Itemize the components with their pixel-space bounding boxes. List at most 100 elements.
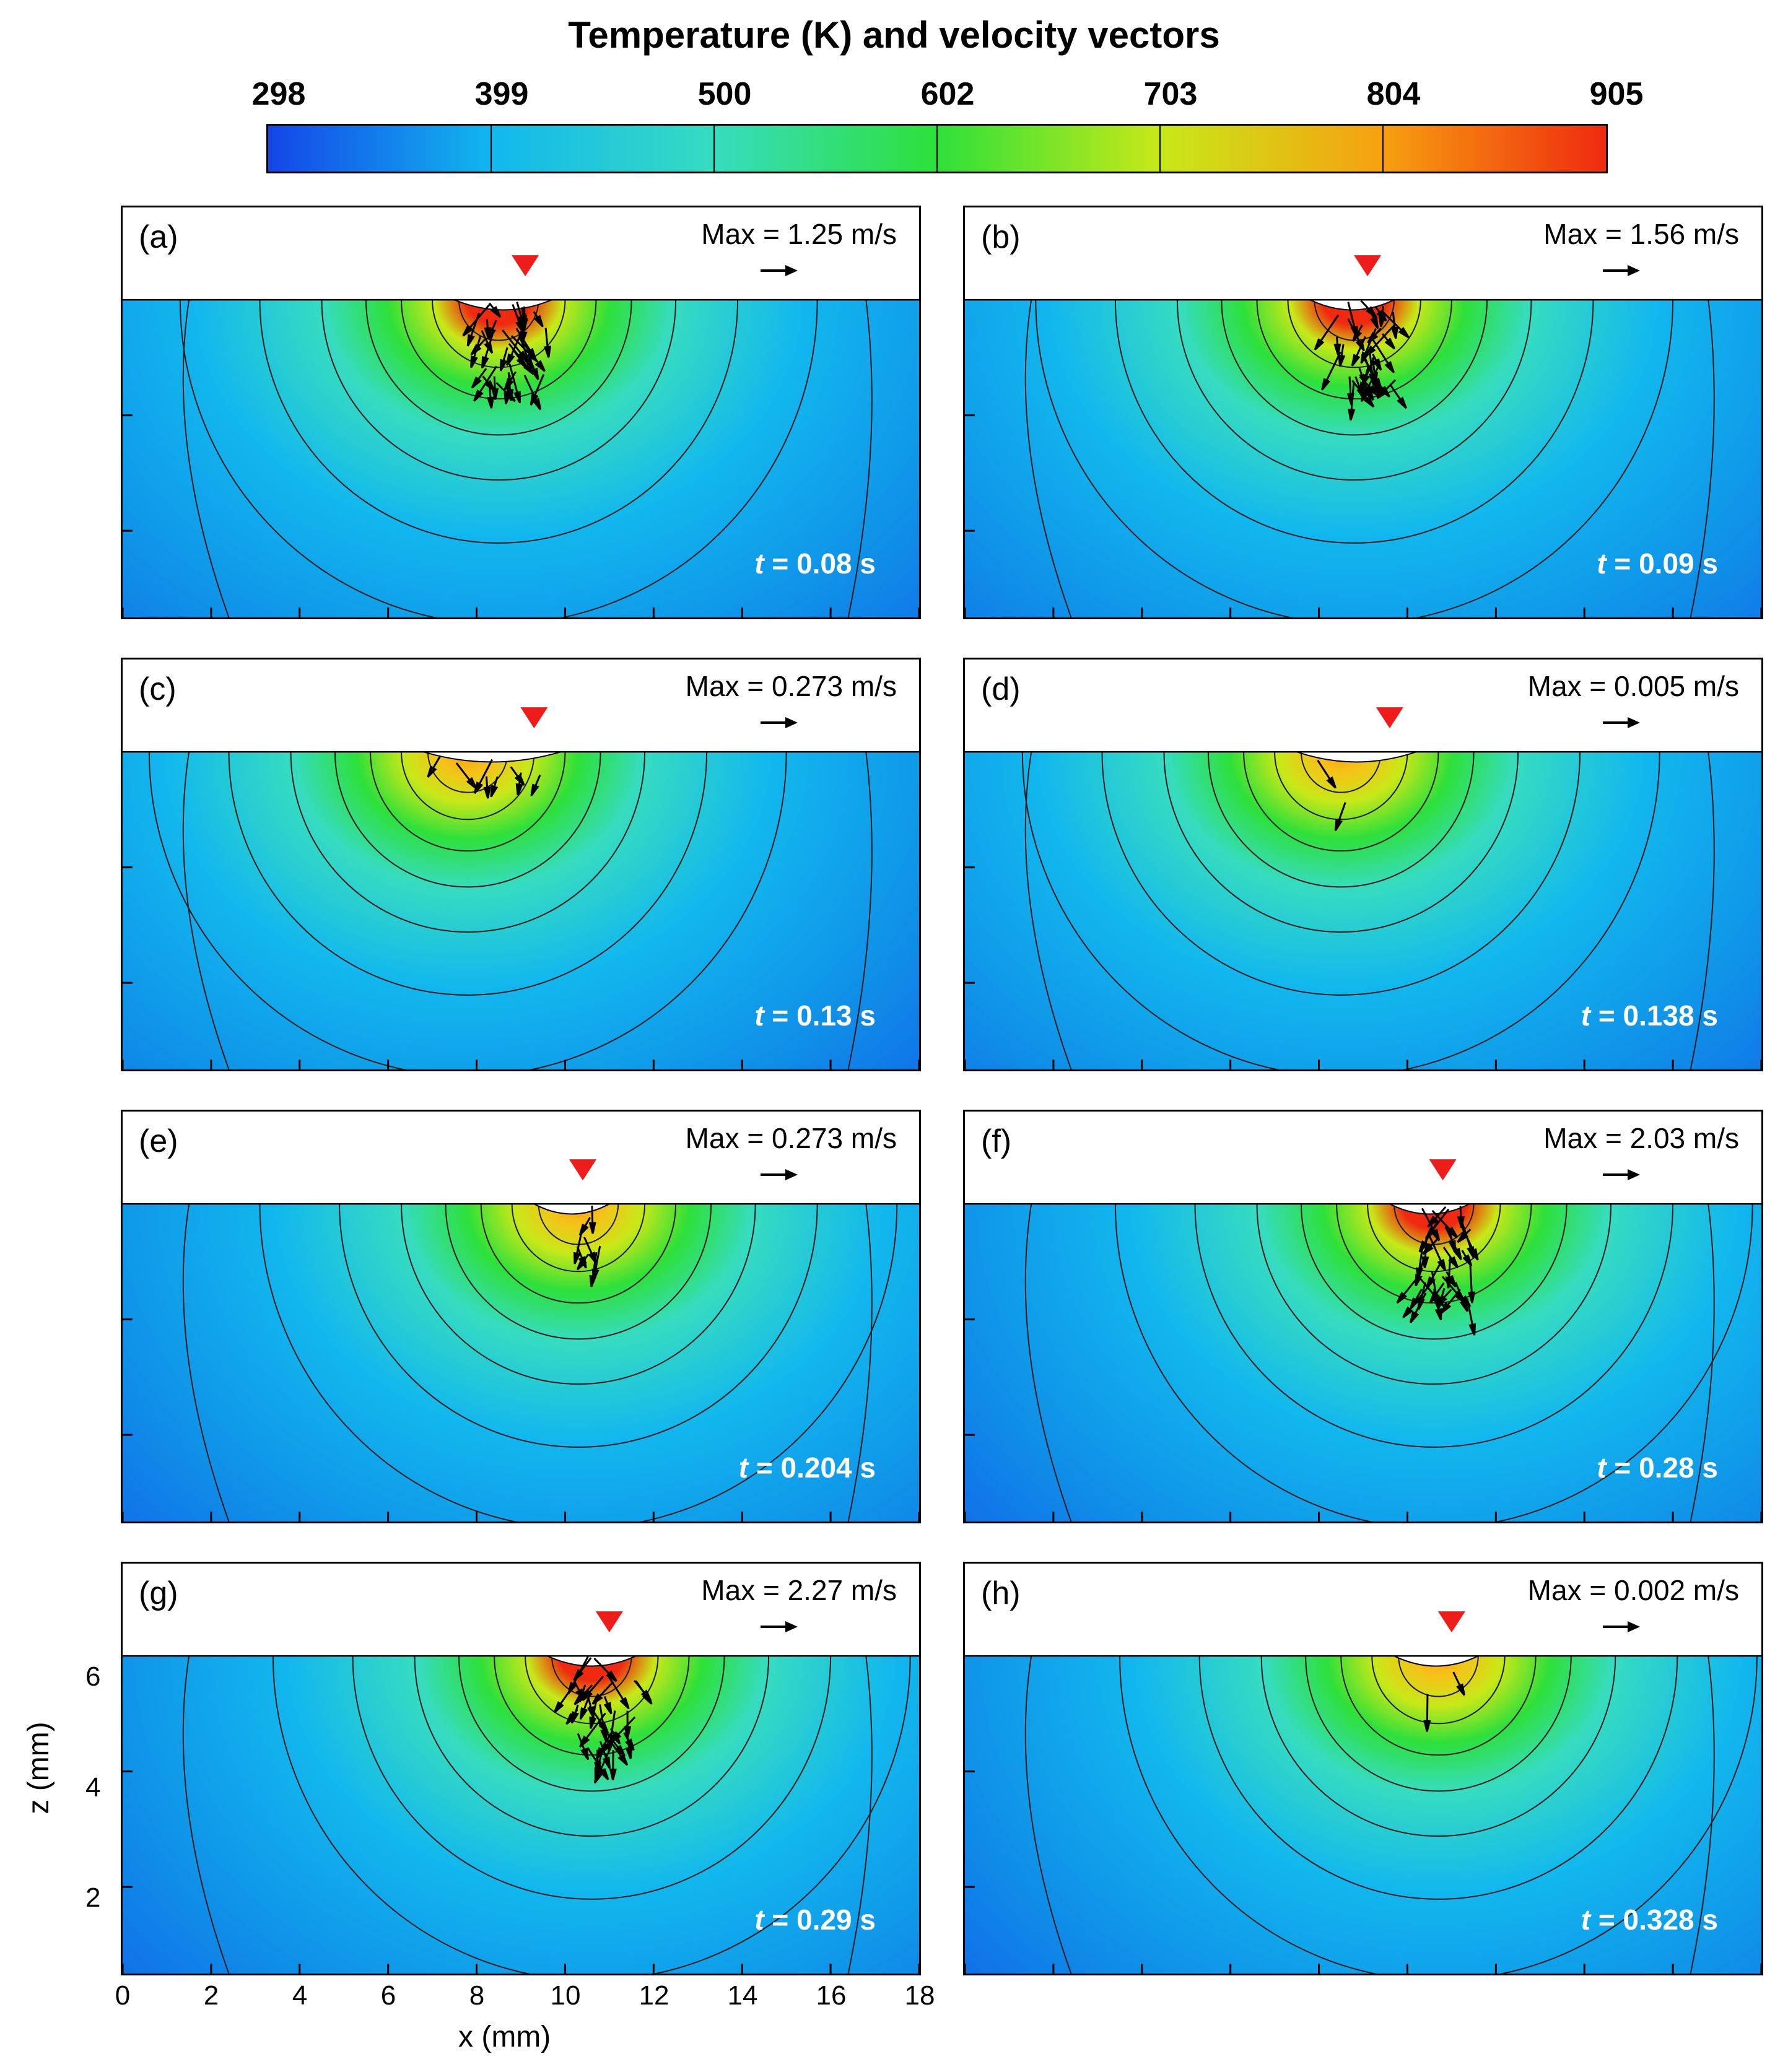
time-value: 0.13 s bbox=[796, 999, 876, 1032]
laser-marker bbox=[1429, 1159, 1457, 1181]
max-velocity-label: Max = 1.25 m/s bbox=[701, 218, 897, 250]
velocity-vector-head bbox=[588, 1222, 596, 1234]
isotherm-contour bbox=[1690, 1656, 1715, 1974]
velocity-vector-head bbox=[1455, 1292, 1467, 1304]
velocity-vector-head bbox=[1334, 818, 1343, 832]
velocity-vector-head bbox=[1364, 345, 1376, 357]
velocity-vector-head bbox=[513, 391, 521, 404]
velocity-vector-head bbox=[1434, 1308, 1442, 1321]
panel-e: (e) Max = 0.273 m/s t = 0.204 s bbox=[121, 1110, 921, 1523]
velocity-vectors bbox=[1396, 1206, 1479, 1336]
velocity-vector bbox=[476, 759, 494, 788]
isotherm-contour bbox=[182, 300, 230, 617]
velocity-vector bbox=[1369, 324, 1395, 352]
velocity-vector-head bbox=[532, 398, 542, 411]
velocity-vector bbox=[1466, 1298, 1475, 1330]
x-tick-label: 18 bbox=[904, 1980, 935, 2011]
max-velocity-label: Max = 1.56 m/s bbox=[1543, 218, 1739, 250]
temperature-field-fill bbox=[123, 752, 919, 1069]
velocity-vector-head bbox=[589, 1716, 597, 1729]
time-label: t = 0.09 s bbox=[1597, 547, 1718, 580]
velocity-vector-head bbox=[1363, 395, 1375, 408]
velocity-vector-head bbox=[1446, 1275, 1457, 1287]
isotherm-contour bbox=[847, 300, 873, 617]
isotherm-contour bbox=[321, 300, 676, 481]
isotherm-contour bbox=[1198, 1656, 1678, 1900]
isotherm-contour bbox=[1024, 752, 1072, 1069]
isotherm-contour bbox=[228, 752, 707, 996]
reference-vector-head bbox=[785, 1169, 798, 1180]
isotherm-contour bbox=[458, 1656, 725, 1792]
isotherm-contour bbox=[1243, 752, 1439, 852]
colorbar-tick-905: 905 bbox=[1589, 76, 1644, 112]
isotherm-contour bbox=[1176, 300, 1532, 481]
laser-marker bbox=[512, 255, 539, 277]
reference-vector-head bbox=[785, 1621, 798, 1632]
isotherm-contour bbox=[847, 1204, 873, 1521]
time-value: 0.328 s bbox=[1623, 1904, 1718, 1936]
velocity-vector bbox=[508, 363, 520, 398]
temperature-field-fill bbox=[965, 1656, 1761, 1974]
panel-label: (a) bbox=[139, 219, 178, 255]
velocity-vector-head bbox=[473, 389, 484, 402]
colorbar-tick-298: 298 bbox=[251, 76, 306, 112]
max-velocity-label: Max = 0.273 m/s bbox=[685, 670, 897, 702]
isotherm-contour bbox=[480, 1204, 677, 1304]
temperature-field-fill bbox=[965, 752, 1761, 1069]
laser-marker bbox=[1437, 1611, 1465, 1633]
velocity-vector-head bbox=[642, 1692, 653, 1705]
x-tick-label: 0 bbox=[115, 1980, 131, 2011]
isotherm-contour bbox=[1256, 1204, 1612, 1385]
velocity-vector-head bbox=[1448, 1256, 1459, 1269]
isotherm-contour bbox=[1690, 1204, 1715, 1521]
velocity-vector-head bbox=[1422, 1243, 1434, 1255]
velocity-vector bbox=[1381, 310, 1405, 334]
isotherm-contour bbox=[445, 1204, 712, 1340]
velocity-vectors bbox=[1317, 759, 1346, 832]
velocity-vector-head bbox=[526, 350, 538, 362]
velocity-vector bbox=[1361, 354, 1379, 385]
velocity-vector-head bbox=[1372, 377, 1382, 390]
isotherm-contour bbox=[1336, 1204, 1532, 1304]
isotherm-contour bbox=[1305, 1656, 1572, 1792]
velocity-vector-head bbox=[533, 315, 544, 328]
colorbar-tick-804: 804 bbox=[1366, 76, 1421, 112]
velocity-vector-head bbox=[1351, 354, 1361, 367]
isotherm-contour bbox=[458, 300, 539, 341]
isotherm-contour bbox=[1287, 300, 1421, 368]
isotherm-contour bbox=[182, 752, 230, 1069]
velocity-vector-head bbox=[530, 783, 539, 796]
colorbar-tick-500: 500 bbox=[697, 76, 752, 112]
isotherm-contour bbox=[1115, 300, 1594, 544]
velocity-vector-head bbox=[573, 1669, 584, 1681]
velocity-vector-head bbox=[427, 765, 437, 778]
isotherm-contour bbox=[401, 300, 597, 400]
velocity-vector-head bbox=[1355, 339, 1365, 352]
velocity-vector-head bbox=[1427, 1216, 1439, 1228]
velocity-vector-head bbox=[486, 396, 494, 409]
velocity-vector bbox=[596, 1746, 613, 1778]
velocity-vector-head bbox=[519, 315, 527, 328]
isotherm-contour bbox=[1274, 752, 1408, 821]
temperature-field bbox=[123, 255, 919, 617]
velocity-vector bbox=[1469, 1263, 1473, 1297]
velocity-vector-head bbox=[1457, 1216, 1465, 1229]
isotherm-contour bbox=[414, 1656, 770, 1837]
velocity-vector-head bbox=[600, 1742, 611, 1755]
velocity-vector bbox=[1428, 1233, 1444, 1266]
velocity-vector bbox=[1317, 315, 1340, 346]
isotherm-contour bbox=[1367, 1204, 1501, 1273]
colorbar-tick-602: 602 bbox=[920, 76, 975, 112]
colorbar-tick-399: 399 bbox=[474, 76, 529, 112]
isotherm-contour bbox=[334, 752, 601, 888]
velocity-vectors bbox=[1314, 300, 1410, 421]
isotherm-contour bbox=[427, 752, 508, 793]
velocity-vector-head bbox=[499, 359, 508, 372]
velocity-vector-head bbox=[1396, 1291, 1408, 1304]
velocity-vectors bbox=[553, 1656, 653, 1784]
keyhole-depression bbox=[1393, 1655, 1479, 1667]
velocity-vector bbox=[608, 1675, 627, 1704]
velocity-vector-head bbox=[1456, 1683, 1465, 1696]
panel-g: (g) Max = 2.27 m/s t = 0.29 s bbox=[121, 1562, 921, 1975]
x-tick-label: 14 bbox=[727, 1980, 758, 2011]
